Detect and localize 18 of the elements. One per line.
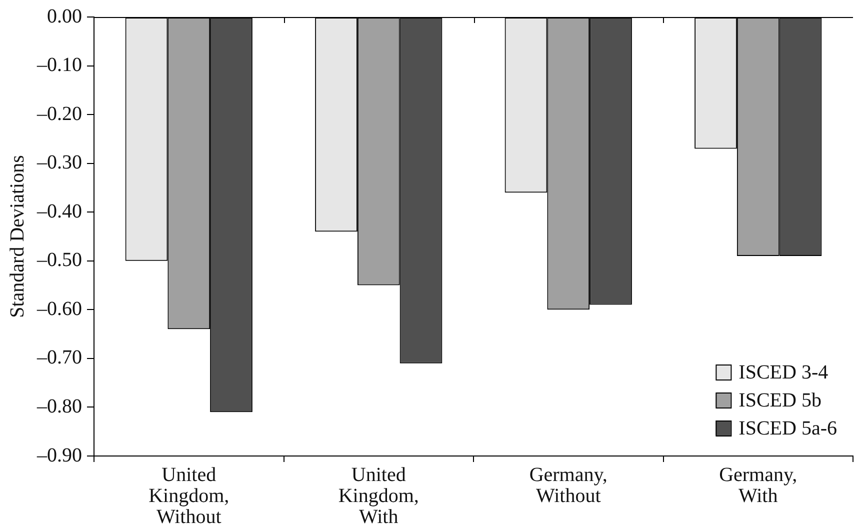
y-tick-label: –0.70	[36, 346, 82, 369]
x-tick-label: Germany, With	[719, 464, 798, 507]
y-tick-label: –0.20	[36, 102, 82, 125]
y-tick-label: –0.50	[36, 249, 82, 272]
y-tick-label: –0.80	[36, 395, 82, 418]
legend-label: ISCED 3-4	[738, 361, 828, 384]
y-tick-label: –0.10	[36, 54, 82, 76]
x-tick-label: Germany, Without	[529, 464, 608, 507]
x-tick-label: United Kingdom, Without	[148, 464, 230, 528]
x-tick-label: United Kingdom, With	[338, 464, 419, 528]
y-tick-label: –0.90	[36, 444, 82, 466]
y-tick-label: –0.60	[36, 298, 82, 320]
legend-label: ISCED 5a-6	[738, 417, 838, 440]
y-tick-label: –0.40	[36, 200, 82, 222]
y-tick-label: 0.00	[47, 5, 82, 28]
legend-label: ISCED 5b	[738, 389, 822, 412]
y-tick-label: –0.30	[36, 152, 82, 174]
y-axis-title: Standard Deviations	[6, 154, 28, 318]
